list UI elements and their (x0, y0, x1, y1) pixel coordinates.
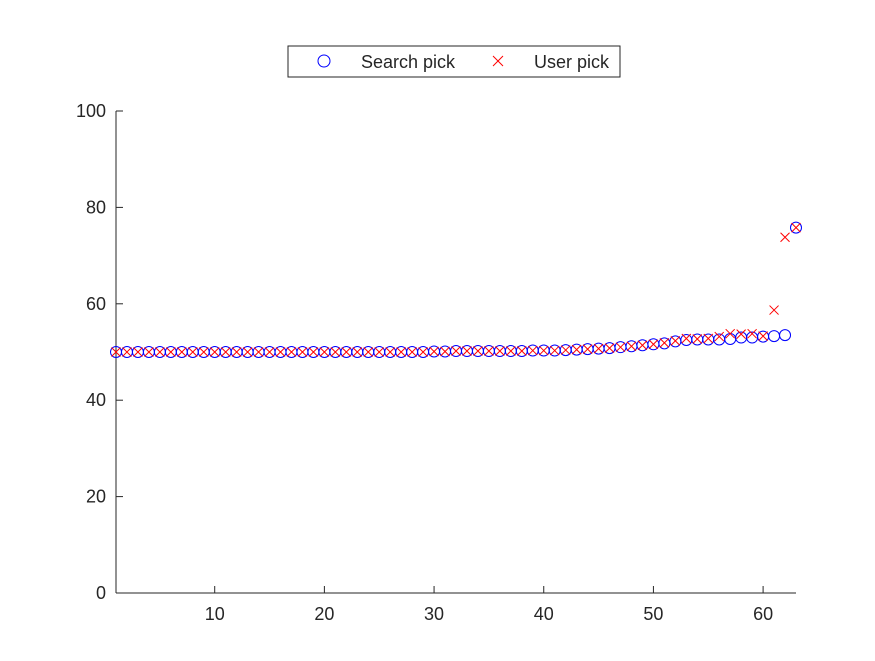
user-pick-point (111, 347, 121, 357)
user-pick-point (736, 329, 747, 340)
y-tick-label: 80 (86, 197, 106, 217)
legend-box (287, 45, 621, 78)
user-pick-point (231, 347, 242, 357)
user-pick-point (527, 345, 538, 356)
user-pick-point (791, 222, 801, 233)
legend-x-marker-icon (492, 55, 504, 67)
series-user-pick (111, 222, 801, 357)
x-tick-label: 30 (424, 604, 444, 624)
search-pick-point (790, 221, 802, 234)
user-pick-point (604, 343, 615, 353)
user-pick-point (407, 347, 417, 357)
user-pick-point (725, 328, 736, 339)
series-search-pick (110, 221, 802, 358)
user-pick-point (396, 347, 407, 357)
x-tick-label: 60 (753, 604, 773, 624)
search-pick-point (779, 329, 792, 342)
user-pick-point (264, 347, 275, 357)
user-pick-point (758, 331, 768, 341)
user-pick-point (681, 333, 692, 344)
user-pick-point (133, 347, 143, 357)
user-pick-point (440, 346, 450, 357)
user-pick-point (659, 337, 670, 348)
user-pick-point (341, 347, 352, 357)
x-tick-label: 10 (205, 604, 225, 624)
user-pick-point (165, 347, 176, 357)
user-pick-point (714, 331, 725, 342)
x-tick-label: 50 (643, 604, 663, 624)
user-pick-point (637, 340, 648, 351)
user-pick-point (242, 347, 253, 357)
legend: Search pick User pick (287, 45, 621, 78)
user-pick-point (462, 346, 472, 356)
user-pick-point (144, 347, 154, 357)
user-pick-point (319, 347, 330, 357)
user-pick-point (582, 344, 593, 354)
x-tick-label: 20 (314, 604, 334, 624)
user-pick-point (187, 347, 198, 357)
user-pick-point (209, 347, 220, 357)
user-pick-point (538, 345, 549, 356)
user-pick-point (747, 328, 757, 339)
user-pick-point (429, 346, 439, 357)
user-pick-point (308, 347, 319, 357)
y-axis-ticks: 0 20 40 60 80 100 (76, 101, 123, 603)
user-pick-point (363, 347, 374, 357)
y-tick-label: 0 (96, 583, 106, 603)
user-pick-point (418, 347, 428, 357)
user-pick-point (220, 347, 231, 357)
user-pick-point (560, 345, 571, 355)
y-tick-label: 100 (76, 101, 106, 121)
user-pick-point (571, 344, 582, 355)
user-pick-point (692, 334, 703, 344)
legend-label-search-pick: Search pick (361, 52, 456, 72)
y-tick-label: 20 (86, 487, 106, 507)
user-pick-point (155, 347, 165, 357)
user-pick-point (297, 347, 308, 357)
user-pick-point (549, 345, 560, 356)
y-tick-label: 60 (86, 294, 106, 314)
user-pick-point (484, 346, 494, 356)
user-pick-point (473, 346, 483, 356)
user-pick-point (615, 342, 626, 353)
user-pick-point (385, 347, 396, 357)
user-pick-point (703, 333, 714, 344)
user-pick-point (176, 347, 187, 357)
user-pick-point (593, 343, 604, 354)
user-pick-point (769, 305, 779, 315)
user-pick-point (516, 346, 527, 356)
legend-label-user-pick: User pick (534, 52, 610, 72)
user-pick-point (626, 341, 637, 352)
user-pick-point (495, 346, 505, 356)
user-pick-point (648, 339, 659, 350)
plot-area (110, 221, 802, 358)
user-pick-point (780, 232, 790, 243)
user-pick-point (374, 347, 385, 357)
legend-circle-marker-icon (317, 54, 331, 68)
user-pick-point (286, 347, 297, 357)
x-axis-ticks: 10 20 30 40 50 60 (205, 586, 773, 624)
user-pick-point (451, 346, 461, 356)
x-tick-label: 40 (534, 604, 554, 624)
user-pick-point (198, 347, 209, 357)
y-tick-label: 40 (86, 390, 106, 410)
user-pick-point (505, 346, 516, 356)
user-pick-point (253, 347, 264, 357)
user-pick-point (122, 347, 132, 357)
user-pick-point (330, 347, 341, 357)
user-pick-point (670, 336, 681, 346)
user-pick-point (275, 347, 286, 357)
user-pick-point (352, 347, 363, 357)
